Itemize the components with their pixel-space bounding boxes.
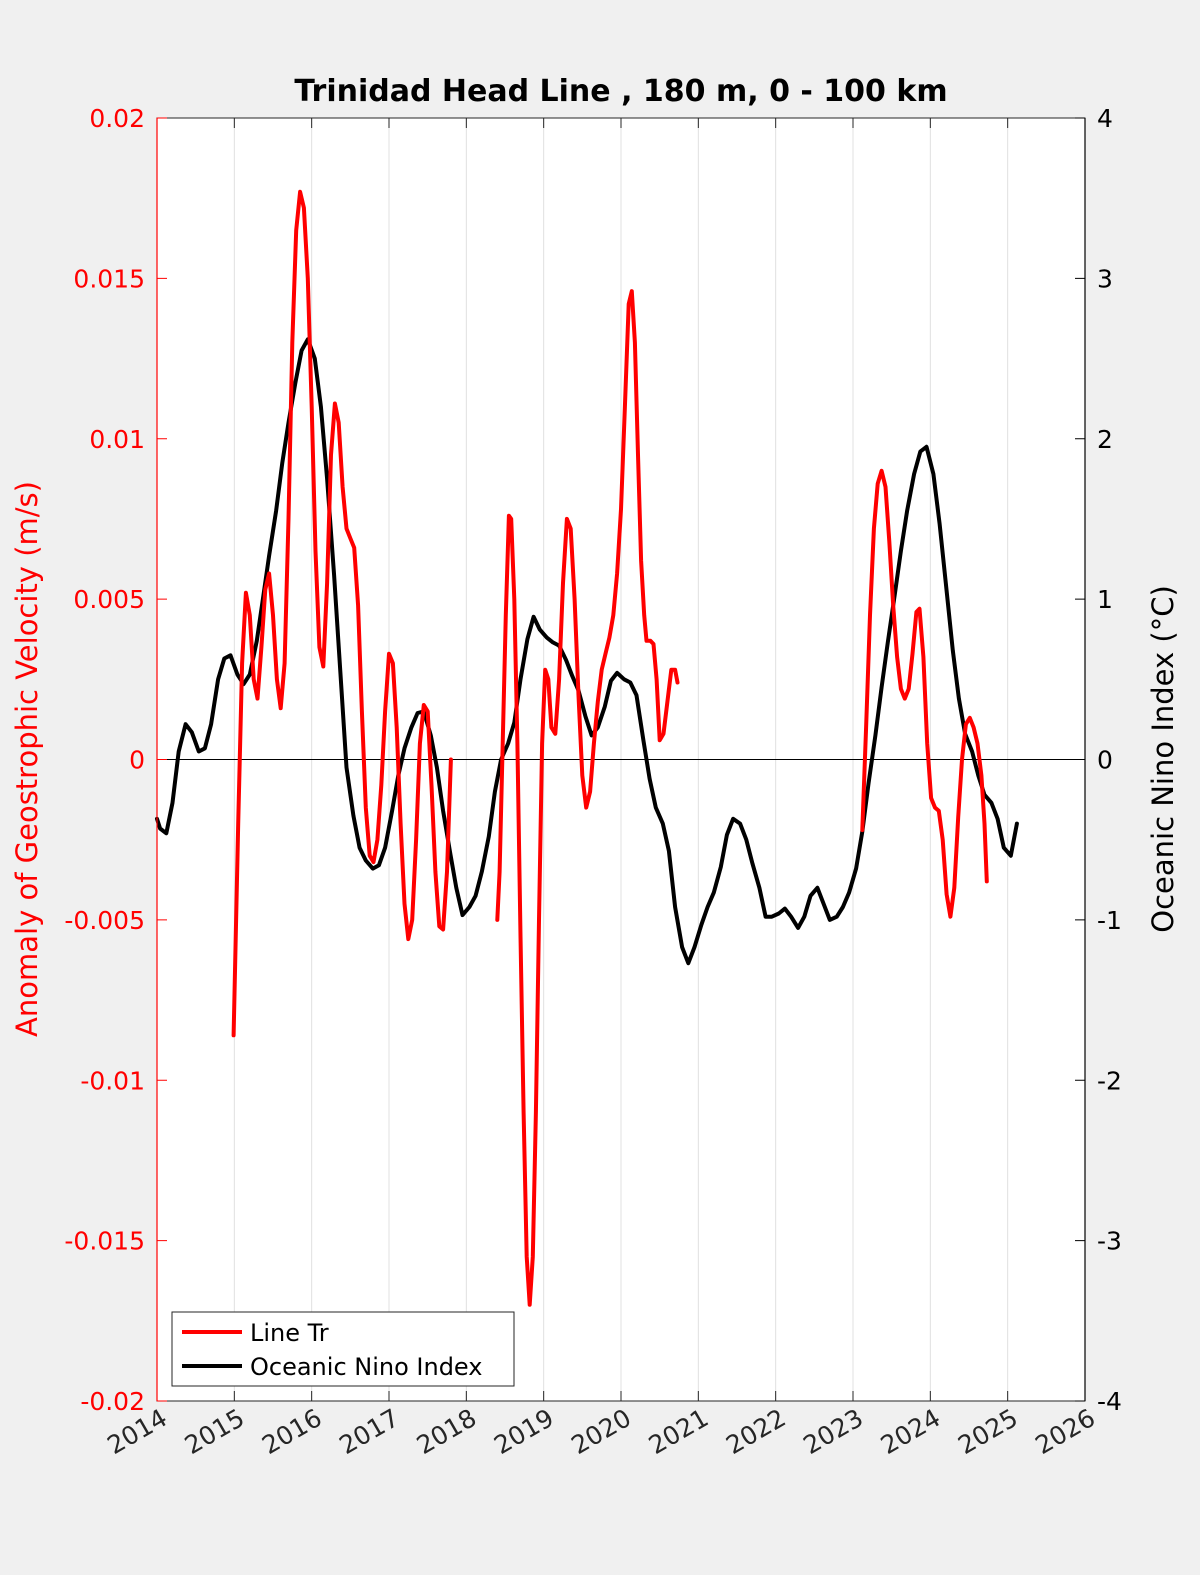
left-y-tick-label: 0.01 <box>89 425 145 454</box>
series-line-line-tr-segment-2 <box>860 468 989 919</box>
right-y-tick-label: 3 <box>1097 264 1113 293</box>
left-y-tick-label: 0.005 <box>73 585 145 614</box>
legend-box <box>171 1311 515 1387</box>
legend-label-oni: Oceanic Nino Index <box>250 1353 482 1381</box>
right-y-tick-label: 1 <box>1097 585 1113 614</box>
left-y-tick-label: -0.02 <box>80 1387 145 1416</box>
left-y-tick-label: 0.02 <box>89 104 145 133</box>
left-y-tick-label: 0 <box>129 746 145 775</box>
legend: Line Tr Oceanic Nino Index <box>171 1311 515 1387</box>
right-y-tick-label: 4 <box>1097 104 1113 133</box>
right-y-tick-label: -4 <box>1097 1387 1122 1416</box>
left-y-tick-label: -0.005 <box>64 906 145 935</box>
legend-label-line-tr: Line Tr <box>250 1319 329 1347</box>
series-line-line-tr-segment-1 <box>495 289 680 1307</box>
series-layer <box>155 189 1019 1307</box>
series-line-line-tr-segment-0 <box>231 189 453 1038</box>
chart-title: Trinidad Head Line , 180 m, 0 - 100 km <box>294 74 947 109</box>
left-y-tick-label: 0.015 <box>73 264 145 293</box>
right-y-tick-label: -1 <box>1097 906 1122 935</box>
left-y-tick-label: -0.01 <box>80 1066 145 1095</box>
right-y-tick-label: 0 <box>1097 746 1113 775</box>
series-line-oceanic-nino-index-segment-0 <box>155 337 1019 966</box>
right-y-tick-label: -2 <box>1097 1066 1122 1095</box>
right-y-axis-label: Oceanic Nino Index (°C) <box>1146 585 1180 933</box>
left-y-axis-label: Anomaly of Geostrophic Velocity (m/s) <box>10 481 44 1037</box>
right-y-tick-label: -3 <box>1097 1227 1122 1256</box>
right-y-tick-label: 2 <box>1097 425 1113 454</box>
left-y-tick-label: -0.015 <box>64 1227 145 1256</box>
